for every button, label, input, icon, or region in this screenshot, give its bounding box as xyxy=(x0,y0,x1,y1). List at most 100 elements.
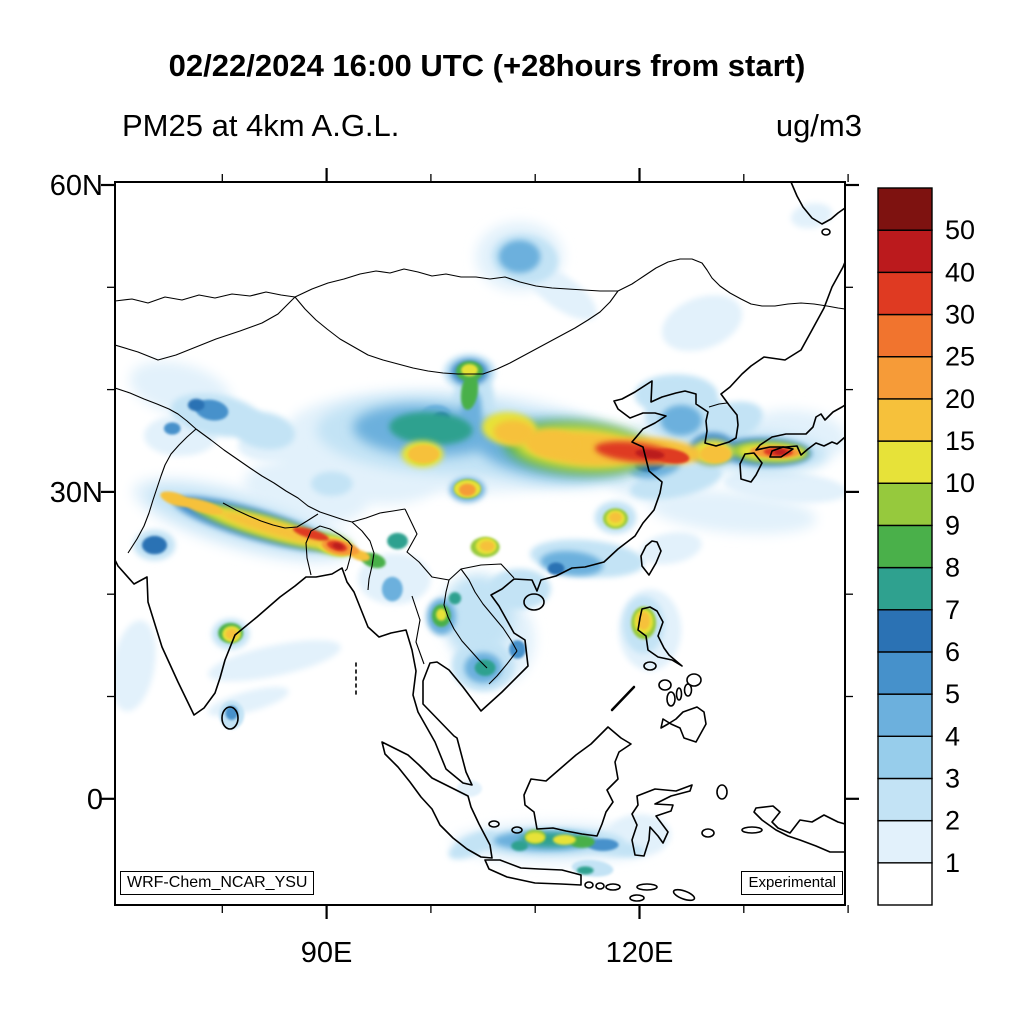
pm25-plume xyxy=(699,444,732,464)
colorbar-box xyxy=(877,440,933,484)
java xyxy=(484,859,582,886)
pm25-plume xyxy=(493,420,536,445)
pm25-plume xyxy=(576,866,594,875)
pm25-plume xyxy=(460,373,479,410)
plot-frame xyxy=(114,181,846,906)
samar xyxy=(686,673,702,687)
pm25-plume xyxy=(652,448,690,464)
colorbar-box xyxy=(877,651,933,695)
okhotsk-coast xyxy=(790,182,845,225)
border xyxy=(617,258,845,310)
pm25-plume xyxy=(635,449,665,459)
pm25-plume xyxy=(660,404,703,436)
sulawesi xyxy=(631,784,693,857)
shikoku xyxy=(769,446,794,458)
colorbar-label: 1 xyxy=(945,848,960,878)
border xyxy=(115,296,296,361)
lat-tick-label: 60N xyxy=(50,170,103,202)
pm25-plume xyxy=(474,659,496,677)
model-badge: WRF-Chem_NCAR_YSU xyxy=(120,871,315,895)
pm25-plume xyxy=(461,364,478,377)
border xyxy=(351,521,375,591)
colorbar-box xyxy=(877,356,933,400)
pm25-plume xyxy=(488,568,551,610)
taiwan xyxy=(640,540,662,576)
pm25-plume xyxy=(459,483,476,496)
colorbar-label: 25 xyxy=(945,342,975,372)
pm25-plume xyxy=(456,780,483,797)
flores xyxy=(636,883,658,891)
colorbar-label: 8 xyxy=(945,553,960,583)
border xyxy=(115,387,197,430)
colorbar-box xyxy=(877,862,933,906)
pm25-plume xyxy=(509,640,526,659)
border xyxy=(411,595,425,665)
colorbar-label: 7 xyxy=(945,595,960,625)
country-borders xyxy=(115,258,845,685)
border xyxy=(404,508,515,581)
pm25-plume xyxy=(179,497,224,515)
colorbar-box xyxy=(877,229,933,274)
lon-tick-label: 120E xyxy=(606,937,674,969)
pm25-plume xyxy=(650,490,817,535)
island xyxy=(821,228,831,236)
luzon xyxy=(637,606,683,667)
colorbar-box xyxy=(877,566,933,611)
coastlines xyxy=(115,182,845,902)
border xyxy=(222,502,319,529)
colorbar-label: 6 xyxy=(945,637,960,667)
pm25-plume xyxy=(448,592,462,605)
colorbar: 50 40 30 25 20 15 10 9 8 7 6 5 4 3 2 1 xyxy=(877,187,975,906)
pm25-plume xyxy=(524,429,577,457)
border xyxy=(460,568,518,652)
seram xyxy=(741,826,763,834)
colorbar-box xyxy=(877,819,933,864)
lombok xyxy=(595,882,605,890)
colorbar-label: 2 xyxy=(945,806,960,836)
colorbar-box xyxy=(877,187,933,231)
colorbar-box xyxy=(877,735,933,780)
field-title: PM25 at 4km A.G.L. xyxy=(122,108,400,143)
hainan xyxy=(523,593,545,611)
sumba xyxy=(629,894,645,902)
colorbar-box xyxy=(877,398,933,442)
negros xyxy=(666,691,676,707)
subtitle-row: PM25 at 4km A.G.L. ug/m3 xyxy=(122,108,862,144)
pm25-plume xyxy=(381,576,403,602)
pm25-plume xyxy=(448,830,497,860)
pm25-plume xyxy=(233,411,296,450)
pm25-plume xyxy=(163,422,181,435)
asia-mainland-coast xyxy=(115,261,845,786)
pm25-plume xyxy=(292,527,330,541)
pm25-plume xyxy=(187,398,205,412)
pm25-plume xyxy=(332,542,344,550)
colorbar-label: 10 xyxy=(945,468,975,498)
pm25-plume xyxy=(569,835,595,848)
pm25-plume xyxy=(160,491,191,507)
border xyxy=(115,291,296,304)
pm25-plume xyxy=(511,840,528,851)
colorbar-label: 4 xyxy=(945,721,960,751)
pm25-plume xyxy=(387,532,408,550)
leyte xyxy=(683,683,693,697)
pm25-plume xyxy=(609,512,622,523)
lat-tick-label: 30N xyxy=(50,477,103,509)
pm25-plume xyxy=(141,535,168,555)
colorbar-box xyxy=(877,777,933,822)
borneo xyxy=(523,726,632,837)
pm25-plume xyxy=(310,471,353,496)
experimental-badge: Experimental xyxy=(741,871,843,895)
pm25-plume xyxy=(790,203,833,229)
belitung xyxy=(511,826,523,834)
pm25-plume xyxy=(115,620,156,712)
timor xyxy=(672,888,696,902)
pm25-plume xyxy=(587,838,619,851)
mindanao xyxy=(660,706,707,743)
colorbar-box xyxy=(877,693,933,737)
sumbawa xyxy=(605,883,621,891)
border xyxy=(443,579,488,669)
colorbar-label: 9 xyxy=(945,510,960,540)
colorbar-label: 15 xyxy=(945,426,975,456)
pm25-plume xyxy=(547,562,565,575)
border xyxy=(127,428,197,554)
